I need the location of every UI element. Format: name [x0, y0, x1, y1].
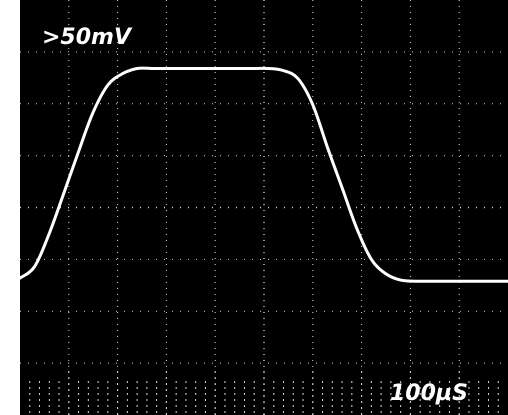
- screen-background: [20, 0, 508, 415]
- signal-trace: [18, 66, 508, 283]
- time-per-division-label: 100µS: [390, 381, 468, 406]
- graticule: [20, 0, 508, 415]
- volts-per-division-label: >50mV: [42, 25, 133, 50]
